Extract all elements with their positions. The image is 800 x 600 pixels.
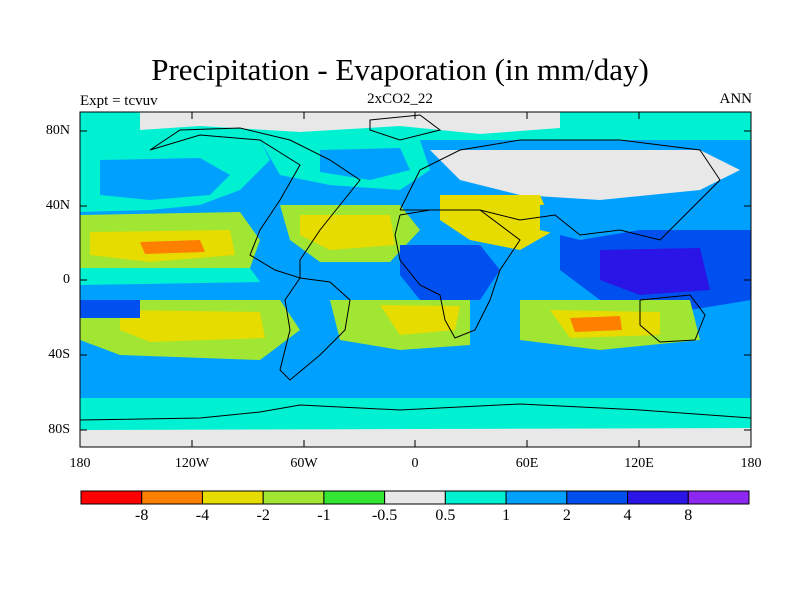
coast-africa [394, 209, 521, 339]
colorbar-label: 2 [562, 507, 571, 524]
colorbar-swatch [141, 490, 203, 505]
y-tick-80n: 80N [45, 123, 70, 138]
colorbar-label: -1 [317, 507, 331, 524]
field-arctic-dry [140, 112, 560, 134]
colorbar-label: -2 [256, 507, 270, 524]
colorbar-swatch [262, 490, 325, 505]
colorbar-label: -4 [195, 507, 210, 524]
field-eurasia-dry [430, 150, 740, 200]
field-spac-dry [120, 310, 265, 342]
coast-north-america [149, 127, 361, 279]
colorbar [80, 490, 750, 505]
field-antarctic-coast [80, 405, 751, 430]
x-tick-60e: 60E [515, 456, 539, 471]
colorbar-label: 8 [684, 507, 693, 524]
coast-eurasia [399, 139, 721, 241]
x-tick-120e: 120E [624, 456, 654, 471]
colorbar-label: -0.5 [371, 507, 398, 524]
colorbar-swatch [687, 490, 750, 505]
experiment-label: Expt = tcvuv [80, 93, 158, 109]
colorbar-swatch [201, 490, 264, 505]
field-natl-dry [300, 215, 395, 250]
y-tick-40s: 40S [48, 347, 70, 362]
colorbar-swatch [384, 490, 446, 505]
coast-australia [639, 294, 706, 343]
x-tick-180e: 180 [740, 456, 762, 471]
colorbar-swatch [566, 490, 629, 505]
colorbar-swatch [505, 490, 568, 505]
coast-antarctica [80, 403, 751, 421]
coast-greenland [369, 114, 442, 141]
coast-south-america [279, 277, 351, 381]
season-label: ANN [719, 91, 753, 107]
y-tick-0: 0 [63, 272, 70, 287]
field-africa-wet [400, 245, 500, 300]
colorbar-swatch [323, 490, 386, 505]
field-southern-ocean [80, 360, 751, 398]
y-tick-40n: 40N [45, 198, 70, 213]
x-tick-180w: 180 [69, 456, 91, 471]
coastlines [80, 114, 751, 421]
colorbar-swatch [627, 490, 689, 505]
field-itcz-pac [80, 268, 260, 285]
field-natl-wet [320, 148, 410, 180]
field-satl-dry [380, 305, 460, 335]
x-tick-120w: 120W [174, 456, 210, 471]
map-title: Precipitation - Evaporation (in mm/day) [151, 52, 649, 87]
field-spcz-west [80, 300, 140, 318]
colorbar-swatch [444, 490, 507, 505]
colorbar-label: -8 [135, 507, 149, 524]
field-npac-wet [100, 158, 230, 200]
field-sind-driest [570, 316, 622, 332]
colorbar-label: 4 [623, 507, 632, 524]
colorbar-label: 0.5 [435, 507, 456, 524]
colorbar-label: 1 [502, 507, 511, 524]
axis-ticks [80, 112, 751, 447]
x-tick-60w: 60W [290, 456, 318, 471]
field-indian-north [540, 200, 640, 240]
y-tick-80s: 80S [48, 422, 70, 437]
colorbar-swatch [80, 490, 143, 505]
run-label: 2xCO2_22 [367, 91, 433, 107]
field-warmpool-wettest [600, 248, 710, 295]
field-npac-driest [140, 240, 205, 254]
x-tick-0: 0 [411, 456, 419, 471]
